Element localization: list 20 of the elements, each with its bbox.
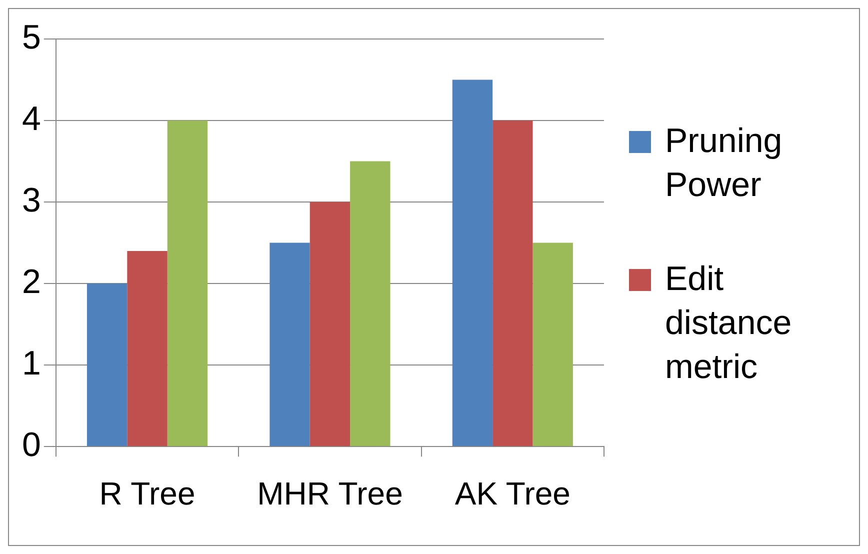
y-tick-label: 3 bbox=[22, 181, 41, 220]
x-tick-label: MHR Tree bbox=[257, 476, 403, 512]
legend-label: Edit distance metric bbox=[665, 259, 793, 388]
y-tick-label: 4 bbox=[22, 100, 41, 138]
x-tick-label: R Tree bbox=[99, 476, 196, 512]
y-tick-label: 0 bbox=[22, 426, 41, 464]
bar bbox=[310, 202, 350, 446]
legend-label: Pruning Power bbox=[665, 121, 784, 206]
bar bbox=[127, 250, 168, 446]
y-tick-label: 1 bbox=[22, 344, 41, 382]
y-tick-label: 2 bbox=[22, 262, 41, 301]
bar bbox=[86, 284, 128, 446]
x-tick-label: AK Tree bbox=[454, 476, 570, 512]
bar bbox=[350, 161, 390, 446]
bar bbox=[532, 242, 573, 446]
bar bbox=[492, 120, 533, 446]
bar bbox=[452, 80, 493, 446]
y-tick-label: 5 bbox=[22, 18, 41, 56]
bar bbox=[167, 120, 208, 446]
bar bbox=[270, 242, 310, 446]
